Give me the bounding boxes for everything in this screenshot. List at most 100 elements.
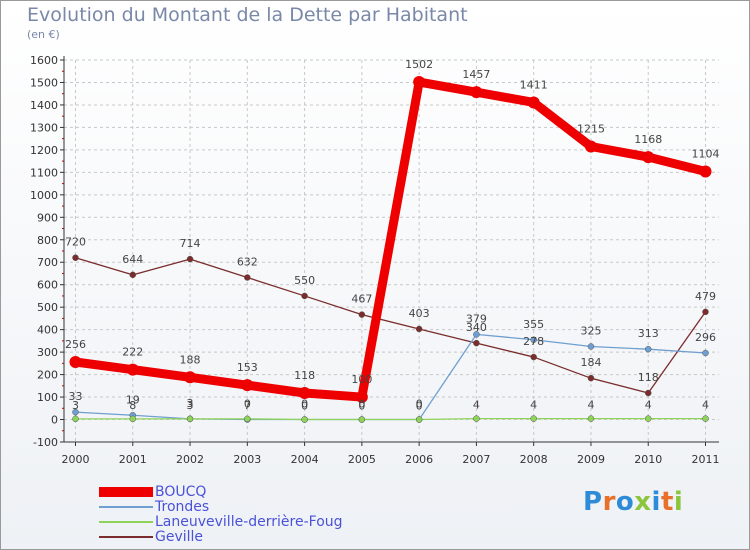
series-line-laneuveville-derri-re-foug — [74, 417, 707, 421]
data-label-trondes: 3 — [187, 397, 194, 410]
data-point-geville — [186, 255, 194, 263]
legend-item-boucq: BOUCQ — [99, 485, 206, 499]
data-label-trondes: 325 — [580, 325, 601, 338]
logo-letter: o — [615, 487, 635, 517]
data-label-boucq: 1168 — [634, 133, 662, 146]
data-label-trondes: 0 — [358, 398, 365, 411]
data-point-geville — [473, 339, 480, 347]
data-point-laneuveville-derri-re-foug — [72, 415, 79, 423]
y-tick-label: 300 — [37, 346, 58, 359]
data-label-geville: 550 — [294, 274, 315, 287]
data-label-laneuveville-derri-re-foug: 0 — [416, 400, 423, 413]
y-tick-label: 1300 — [30, 121, 58, 134]
data-label-geville: 644 — [122, 253, 143, 266]
data-point-laneuveville-derri-re-foug — [415, 416, 423, 423]
y-tick-label: 100 — [37, 391, 58, 404]
data-point-boucq — [642, 151, 655, 164]
data-label-boucq: 118 — [294, 369, 315, 382]
data-label-geville: 184 — [580, 356, 601, 369]
data-label-trondes: 296 — [695, 331, 716, 344]
data-label-laneuveville-derri-re-foug: 3 — [187, 399, 194, 412]
data-label-boucq: 1215 — [577, 123, 605, 136]
legend-label-boucq: BOUCQ — [155, 484, 207, 500]
data-label-laneuveville-derri-re-foug: 4 — [530, 399, 537, 412]
data-point-boucq — [69, 356, 82, 369]
data-point-geville — [644, 389, 652, 397]
x-tick-label: 2009 — [577, 453, 605, 466]
data-point-geville — [72, 254, 79, 261]
chart-title: Evolution du Montant de la Dette par Hab… — [27, 4, 468, 26]
data-label-laneuveville-derri-re-foug: 3 — [72, 399, 79, 412]
data-label-geville: 403 — [409, 307, 430, 320]
data-label-laneuveville-derri-re-foug: 4 — [702, 399, 709, 412]
data-label-geville: 714 — [180, 237, 201, 250]
y-tick-label: 0 — [51, 414, 58, 427]
data-point-laneuveville-derri-re-foug — [358, 416, 366, 423]
x-tick-label: 2010 — [634, 453, 662, 466]
data-label-geville: 340 — [466, 321, 487, 334]
logo-letter: i — [651, 487, 661, 517]
y-tick-label: 1600 — [30, 54, 58, 67]
x-tick-label: 2006 — [405, 453, 433, 466]
x-tick-label: 2004 — [291, 453, 319, 466]
y-tick-label: 1500 — [30, 76, 58, 89]
data-point-laneuveville-derri-re-foug — [244, 415, 251, 423]
y-tick-label: 700 — [37, 256, 58, 269]
data-label-laneuveville-derri-re-foug: 7 — [244, 399, 251, 412]
data-point-laneuveville-derri-re-foug — [702, 415, 709, 422]
data-point-boucq — [184, 371, 197, 384]
logo-letter: x — [634, 487, 652, 517]
x-tick-label: 2011 — [692, 453, 720, 466]
data-label-boucq: 1457 — [462, 68, 490, 81]
data-label-geville: 720 — [65, 236, 86, 249]
data-label-laneuveville-derri-re-foug: 4 — [587, 399, 594, 412]
x-tick-label: 2007 — [462, 453, 490, 466]
legend-swatch-trondes — [99, 506, 153, 508]
logo-letter: P — [583, 487, 603, 517]
y-tick-label: 1400 — [30, 99, 58, 112]
data-point-geville — [301, 292, 308, 300]
data-point-laneuveville-derri-re-foug — [186, 415, 194, 423]
proxiti-logo: Proxiti — [583, 487, 683, 517]
data-label-trondes: 355 — [523, 318, 544, 331]
y-tick-label: 1000 — [30, 189, 58, 202]
y-tick-label: 800 — [37, 234, 58, 247]
y-tick-label: -100 — [33, 436, 58, 449]
data-point-trondes — [702, 349, 709, 357]
x-tick-label: 2005 — [348, 453, 376, 466]
data-point-laneuveville-derri-re-foug — [473, 415, 480, 422]
y-tick-label: 400 — [37, 324, 58, 337]
data-label-boucq: 100 — [351, 373, 372, 386]
legend-label-geville: Geville — [155, 529, 204, 545]
data-point-trondes — [644, 345, 652, 353]
data-point-laneuveville-derri-re-foug — [530, 415, 537, 422]
data-point-boucq — [126, 363, 139, 376]
data-label-laneuveville-derri-re-foug: 0 — [358, 400, 365, 413]
data-point-trondes — [72, 408, 79, 416]
x-tick-label: 2001 — [119, 453, 147, 466]
data-point-trondes — [530, 336, 537, 344]
legend-label-trondes: Trondes — [155, 499, 210, 515]
data-point-boucq — [527, 96, 540, 109]
data-point-laneuveville-derri-re-foug — [587, 415, 595, 422]
legend-swatch-laneuveville — [99, 521, 153, 523]
data-point-geville — [530, 353, 537, 361]
data-point-boucq — [241, 379, 254, 392]
y-tick-label: 200 — [37, 369, 58, 382]
data-point-boucq — [413, 76, 426, 89]
data-label-boucq: 1104 — [692, 147, 720, 160]
y-tick-label: 500 — [37, 301, 58, 314]
data-label-geville: 632 — [237, 256, 258, 269]
x-tick-label: 2003 — [233, 453, 261, 466]
data-label-laneuveville-derri-re-foug: 4 — [473, 399, 480, 412]
x-tick-label: 2008 — [520, 453, 548, 466]
legend-item-laneuveville: Laneuveville-derrière-Foug — [99, 515, 343, 529]
y-tick-label: 1100 — [30, 166, 58, 179]
y-tick-label: 900 — [37, 211, 58, 224]
data-label-trondes: 0 — [416, 398, 423, 411]
data-label-laneuveville-derri-re-foug: 4 — [645, 399, 652, 412]
series-line-geville — [74, 257, 707, 394]
legend-item-trondes: Trondes — [99, 500, 209, 514]
data-label-trondes: 33 — [69, 390, 83, 403]
